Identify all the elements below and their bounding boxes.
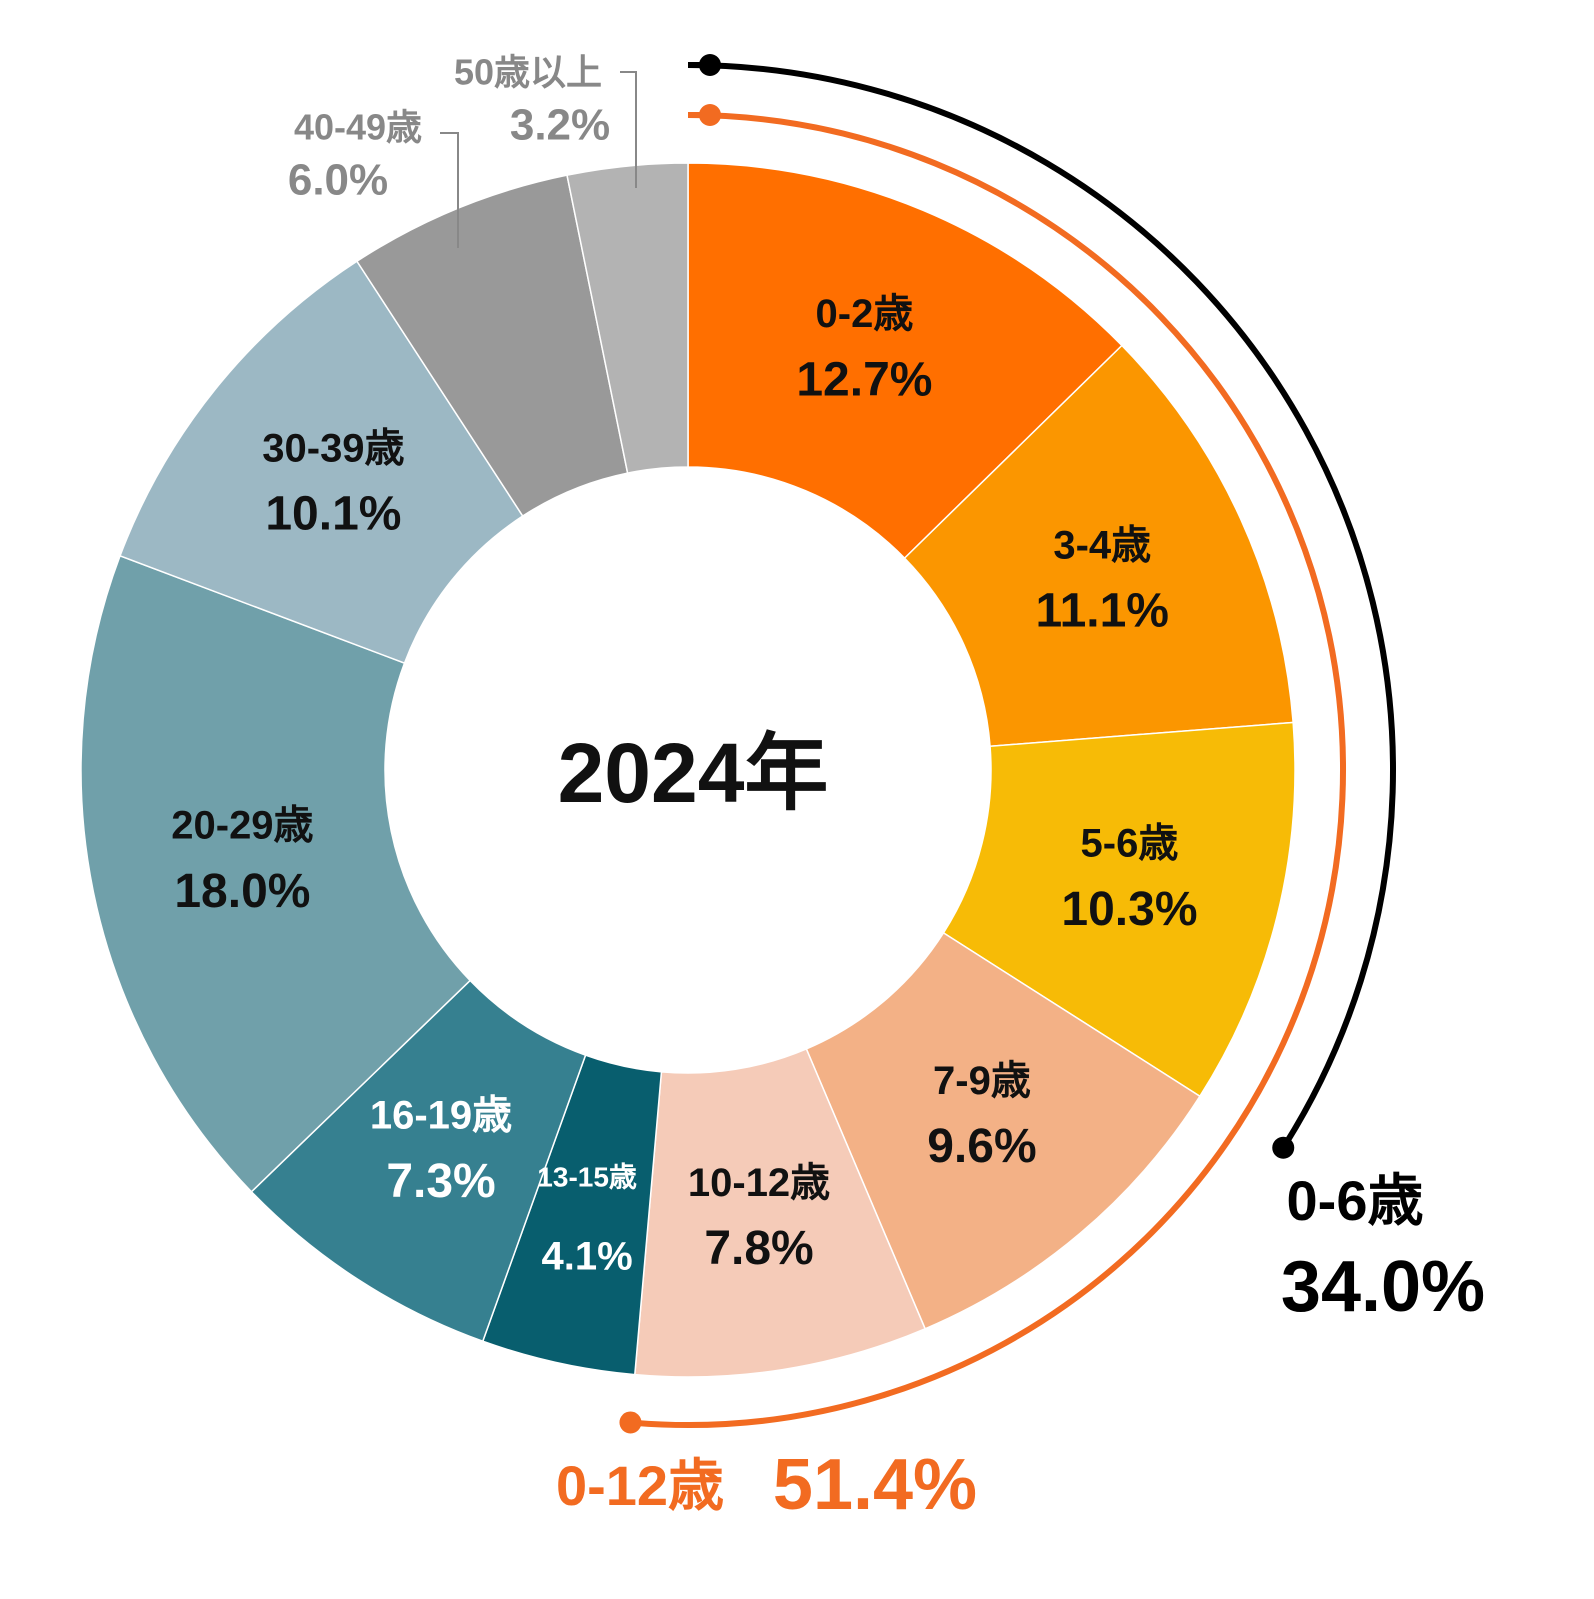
segment-value-label: 7.8% <box>704 1222 813 1275</box>
annotation-label: 0-12歳 <box>556 1454 724 1517</box>
segment-label: 40-49歳 <box>294 107 422 148</box>
annotation-label: 0-6歳 <box>1287 1169 1424 1232</box>
range-arc <box>687 62 1396 1150</box>
segment-value-label: 4.1% <box>542 1235 633 1279</box>
arc-end-dot <box>699 54 721 76</box>
segment-label: 16-19歳 <box>370 1094 512 1138</box>
leader-line <box>440 132 459 248</box>
segment-label: 13-15歳 <box>537 1161 637 1192</box>
annotation-value: 34.0% <box>1281 1247 1485 1327</box>
segment-value-label: 12.7% <box>796 353 932 406</box>
segment-value-label: 10.1% <box>265 488 401 541</box>
segment-label: 10-12歳 <box>688 1161 830 1205</box>
segment-label: 0-2歳 <box>816 292 914 336</box>
segment-value-label: 10.3% <box>1061 883 1197 936</box>
segment-label: 50歳以上 <box>454 52 602 93</box>
donut-segment <box>903 344 1294 748</box>
annotation-value: 51.4% <box>773 1445 977 1525</box>
segment-label: 5-6歳 <box>1081 822 1179 866</box>
segment-label: 7-9歳 <box>933 1059 1031 1103</box>
segment-label: 20-29歳 <box>171 804 313 848</box>
segment-value-label: 3.2% <box>510 101 610 150</box>
arc-end-dot <box>699 104 721 126</box>
segment-label: 30-39歳 <box>262 426 404 470</box>
donut-hole <box>385 467 991 1073</box>
center-label: 2024年 <box>558 726 829 820</box>
range-arc <box>630 112 1346 1428</box>
segment-value-label: 11.1% <box>1036 584 1169 637</box>
segment-value-label: 6.0% <box>288 156 388 205</box>
segment-label: 3-4歳 <box>1053 523 1151 567</box>
arc-end-dot <box>619 1411 642 1434</box>
segment-value-label: 18.0% <box>174 865 310 918</box>
segment-value-label: 9.6% <box>927 1120 1036 1173</box>
arc-end-dot <box>1272 1136 1295 1159</box>
segment-value-label: 7.3% <box>386 1155 495 1208</box>
leader-line <box>620 71 637 188</box>
